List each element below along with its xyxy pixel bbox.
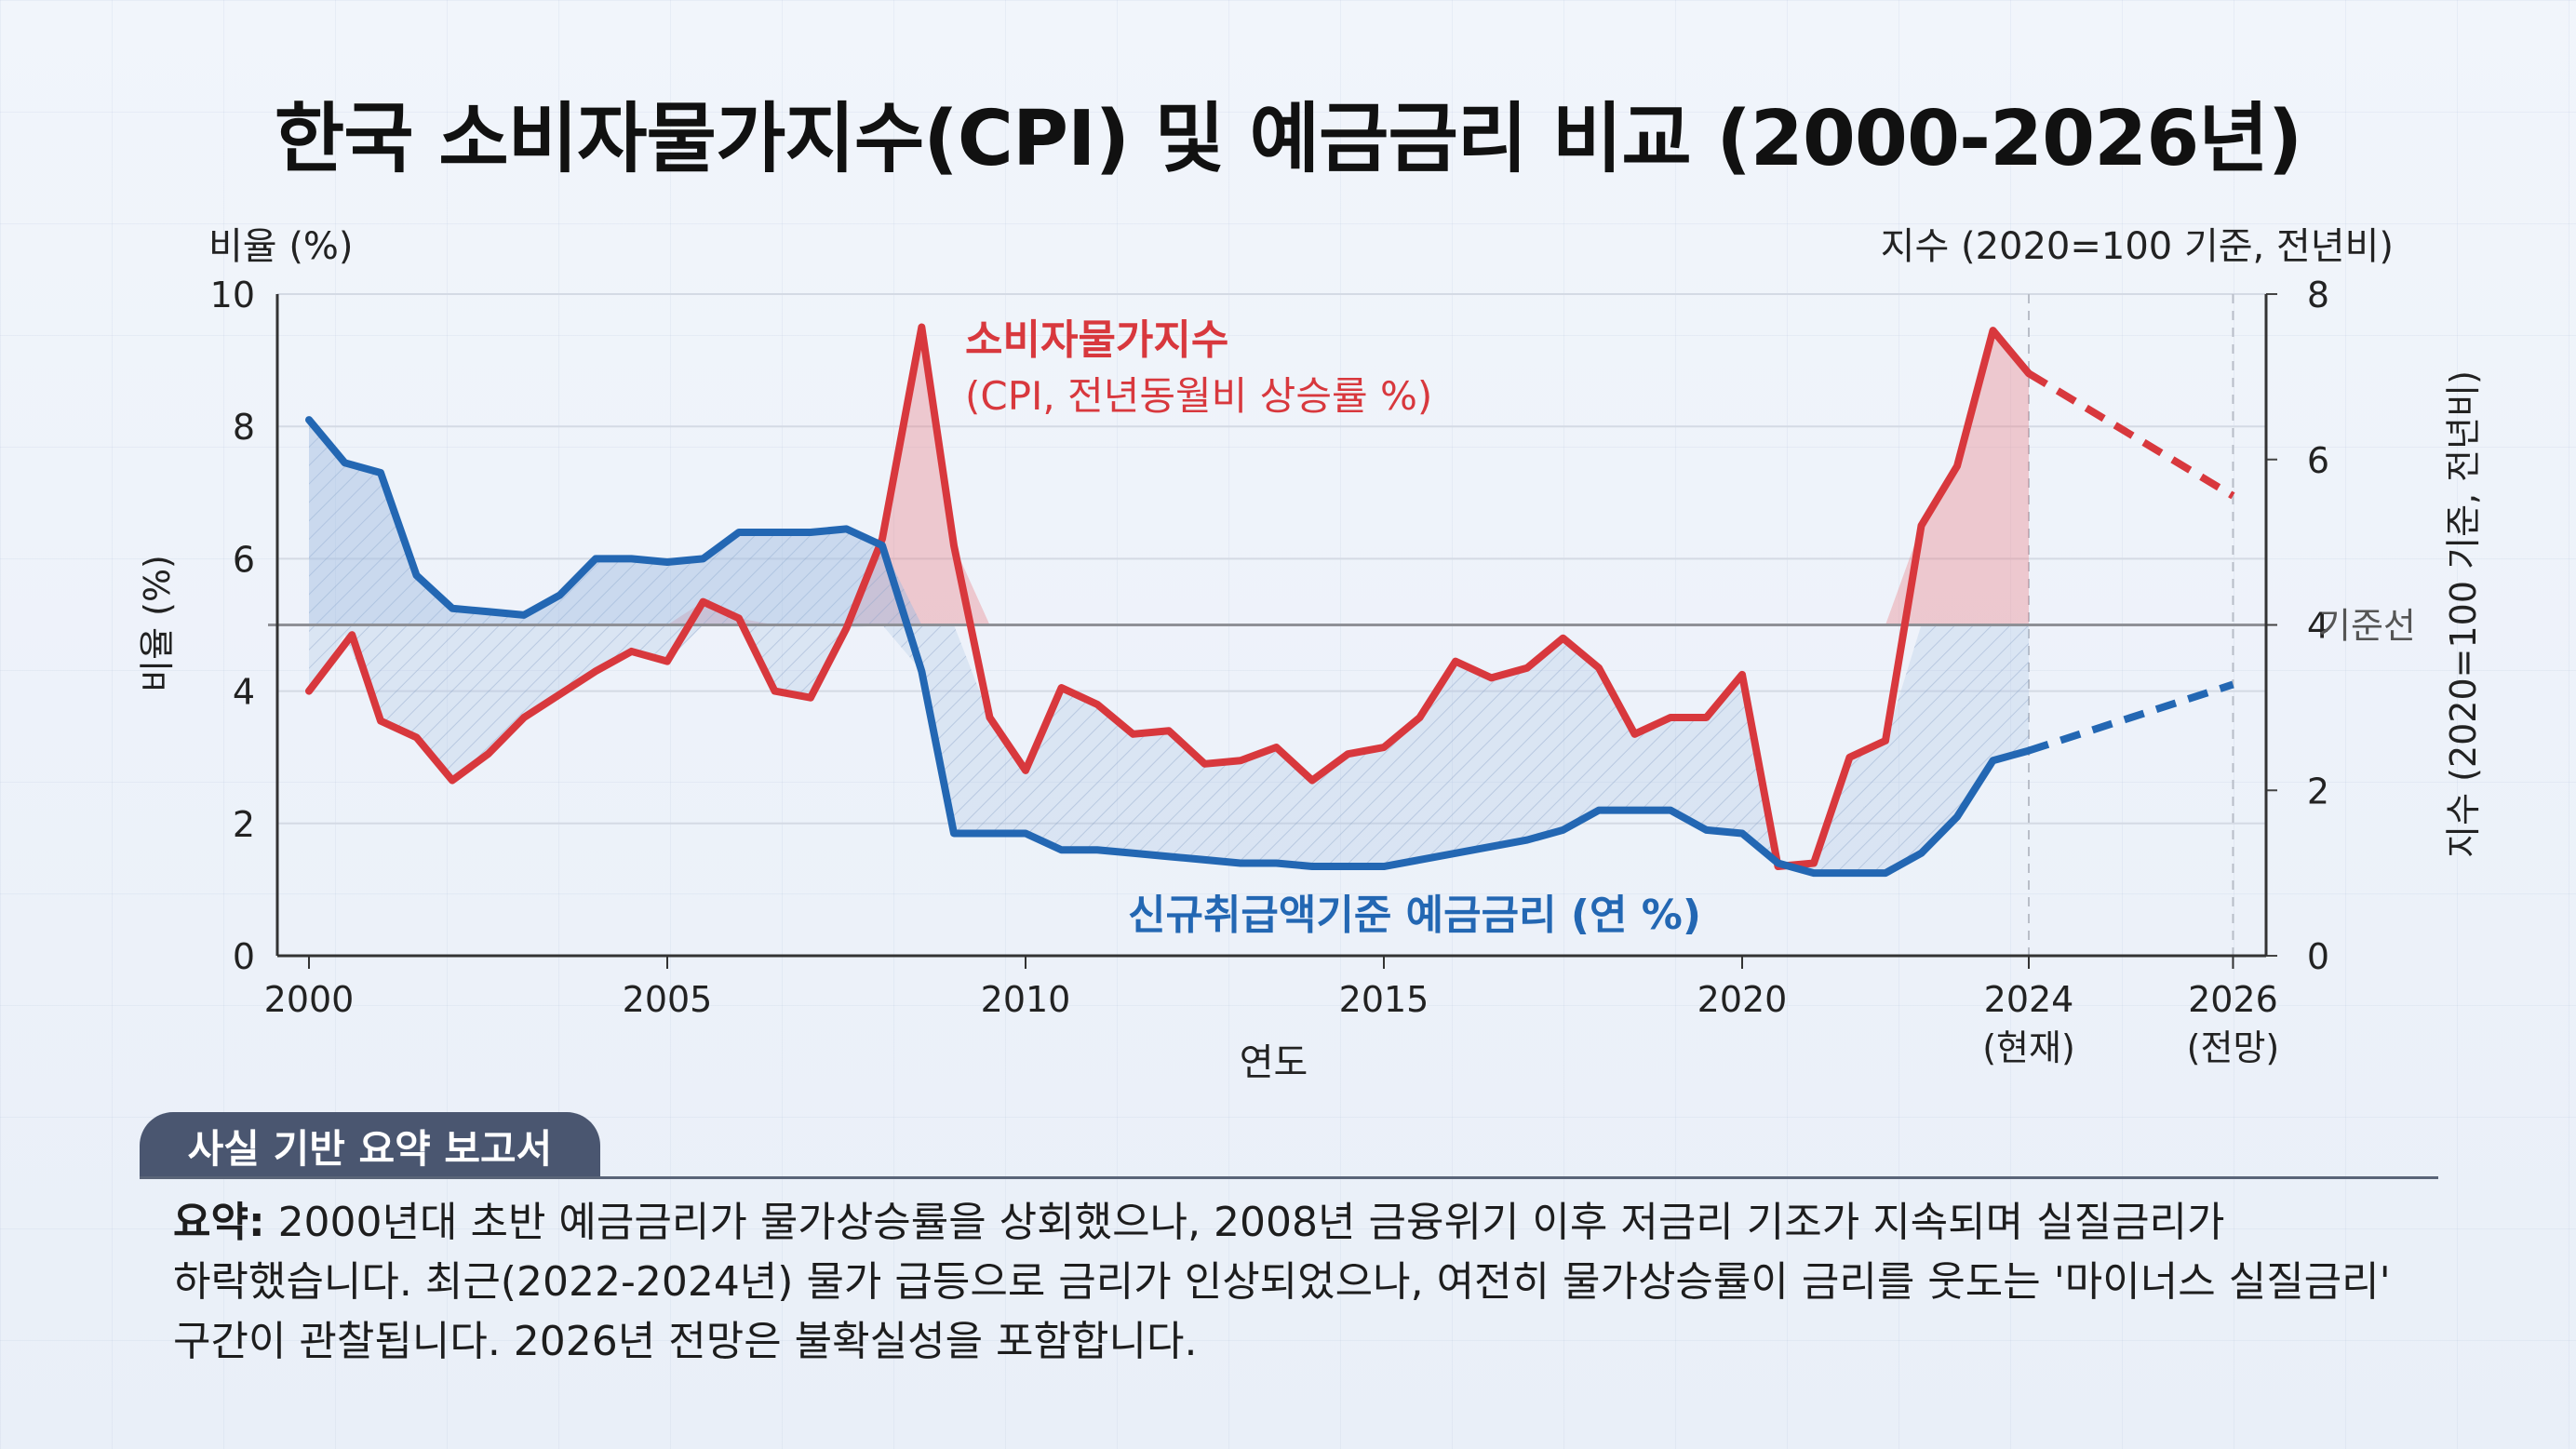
left-tick-label: 8 <box>233 407 255 448</box>
x-tick-sublabel: (전망) <box>2187 1027 2280 1068</box>
left-axis-top-title: 비율 (%) <box>208 225 354 268</box>
right-axis-top-title: 지수 (2020=100 기준, 전년비) <box>1880 225 2394 268</box>
x-tick-label: 2015 <box>1339 979 1429 1020</box>
report-text-1: 2000년대 초반 예금금리가 물가상승률을 상회했으나, 2008년 금융위기… <box>277 1199 2225 1246</box>
left-tick-label: 0 <box>233 936 255 977</box>
rate-projection-line <box>2027 680 2234 755</box>
reference-line-label: 기준선 <box>2318 606 2416 647</box>
right-axis-label: 지수 (2020=100 기준, 전년비) <box>2443 370 2484 858</box>
x-tick-label: 2024 <box>1984 979 2074 1020</box>
left-axis-label: 비율 (%) <box>137 555 178 692</box>
right-tick-label: 2 <box>2307 771 2329 812</box>
cpi-above-ref-area <box>309 327 2029 625</box>
page-title: 한국 소비자물가지수(CPI) 및 예금금리 비교 (2000-2026년) <box>274 95 2302 183</box>
right-tick-label: 4 <box>2307 606 2329 647</box>
right-tick-label: 6 <box>2307 440 2329 481</box>
chart: 0 2 4 6 8 10 0 2 4 6 8 기준선 2000 2005 2010 2015 2020 2024 (… <box>137 275 2484 1084</box>
left-tick-label: 4 <box>233 672 255 713</box>
report-line-1: 요약: 2000년대 초반 예금금리가 물가상승률을 상회했으나, 2008년 … <box>173 1193 2481 1253</box>
report-line-3: 구간이 관찰됩니다. 2026년 전망은 불확실성을 포함합니다. <box>173 1318 1198 1365</box>
gap-hatched-area <box>309 420 2029 874</box>
report-tab: 사실 기반 요약 보고서 <box>140 1112 600 1179</box>
cpi-projection-line <box>2026 369 2235 500</box>
report-divider <box>140 1176 2438 1179</box>
left-tick-label: 2 <box>233 804 255 845</box>
x-tick-label: 2000 <box>264 979 355 1020</box>
report-summary: 요약: 2000년대 초반 예금금리가 물가상승률을 상회했으나, 2008년 … <box>173 1193 2481 1372</box>
cpi-series-sublabel: (CPI, 전년동월비 상승률 %) <box>965 373 1432 419</box>
left-tick-label: 10 <box>210 275 255 315</box>
x-tick-label: 2005 <box>623 979 713 1020</box>
right-tick-label: 8 <box>2307 275 2329 315</box>
right-tick-label: 0 <box>2307 936 2329 977</box>
rate-series-label: 신규취급액기준 예금금리 (연 %) <box>1128 892 1701 939</box>
summary-label: 요약: <box>173 1199 265 1246</box>
left-tick-label: 6 <box>233 539 255 580</box>
x-tick-sublabel: (현재) <box>1982 1027 2075 1068</box>
rate-line <box>305 416 2033 878</box>
cpi-series-label: 소비자물가지수 <box>965 316 1228 364</box>
x-axis-label: 연도 <box>1240 1041 1308 1084</box>
cpi-line <box>305 323 2033 871</box>
rate-above-ref-area <box>309 420 2029 625</box>
x-tick-label: 2026 <box>2188 979 2278 1020</box>
report-line-2: 하락했습니다. 최근(2022-2024년) 물가 급등으로 금리가 인상되었으… <box>173 1258 2391 1306</box>
x-tick-label: 2020 <box>1697 979 1788 1020</box>
x-tick-label: 2010 <box>981 979 1071 1020</box>
